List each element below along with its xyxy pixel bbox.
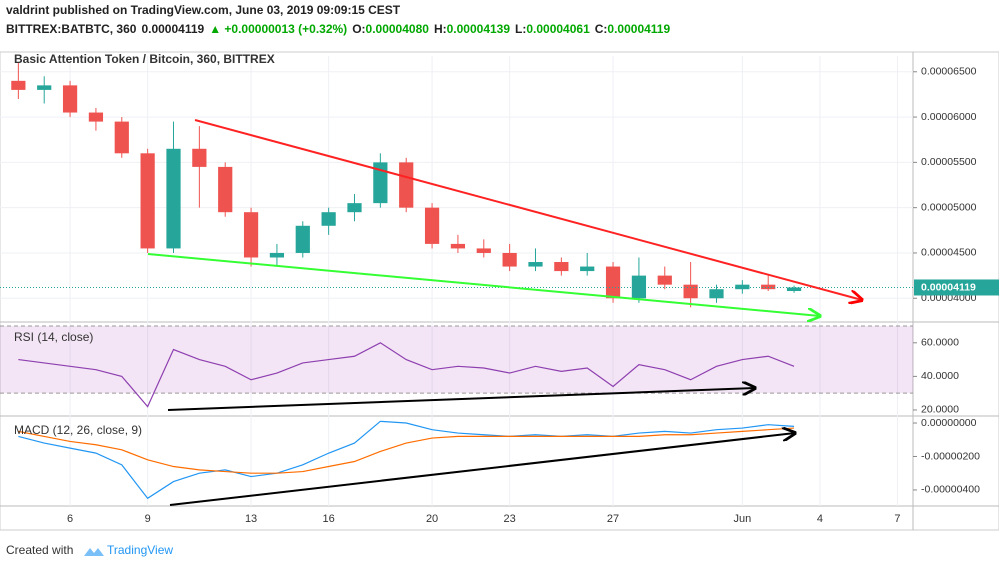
last-price-label: 0.00004119 — [921, 281, 976, 293]
y-tick-label: 0.00004500 — [921, 247, 977, 259]
candle-body — [88, 112, 104, 122]
header-text: O: — [352, 22, 365, 36]
trend-line — [147, 253, 820, 316]
candle-body — [709, 289, 724, 299]
candle-body — [424, 207, 440, 244]
candle-body — [140, 153, 155, 249]
series-line — [18, 342, 795, 408]
publisher: valdrint published on TradingView.com, J… — [6, 3, 401, 17]
series-line — [18, 420, 795, 500]
header-text: 0.00004061 — [526, 22, 590, 36]
y-tick-label: 40.0000 — [921, 370, 959, 382]
candle-body — [114, 121, 129, 154]
candle-body — [218, 166, 233, 213]
x-tick-label: 6 — [67, 513, 73, 525]
plot-frame — [0, 51, 999, 531]
candle-body — [11, 80, 26, 90]
candle-body — [37, 85, 52, 90]
candle-body — [269, 252, 285, 258]
last-price-tag — [914, 279, 999, 296]
candle-body — [761, 284, 776, 290]
y-tick-label: 20.0000 — [921, 404, 959, 416]
trend-line — [167, 388, 755, 411]
pane-title: MACD (12, 26, close, 9) — [14, 423, 142, 437]
series-line — [18, 427, 795, 474]
x-tick-label: 13 — [245, 513, 257, 525]
candle-body — [62, 85, 78, 113]
rsi-band — [0, 326, 913, 394]
header-text: 0.00004080 — [366, 22, 430, 36]
pane-title: RSI (14, close) — [14, 330, 93, 344]
candle-body — [631, 275, 647, 299]
header-text: C: — [595, 22, 608, 36]
y-tick-label: 0.00005500 — [921, 156, 977, 168]
plot — [0, 56, 913, 506]
candle-body — [399, 162, 414, 208]
x-tick-label: Jun — [733, 513, 751, 525]
y-tick-label: 0.00000000 — [921, 417, 977, 429]
y-tick-label: -0.00000400 — [921, 484, 980, 496]
pane-title: Basic Attention Token / Bitcoin, 360, BI… — [14, 52, 275, 66]
y-tick-label: -0.00000200 — [921, 450, 980, 462]
candle-body — [192, 148, 207, 167]
candle-body — [528, 262, 543, 267]
footer-text: Created with — [6, 543, 73, 557]
candle-body — [450, 243, 466, 249]
x-tick-label: 23 — [504, 513, 516, 525]
header-text: 0.00004119 — [607, 22, 670, 36]
footer-brand: TradingView — [107, 543, 173, 557]
candle-body — [683, 284, 698, 299]
header-text: 0.00004139 — [447, 22, 511, 36]
x-tick-label: 27 — [607, 513, 619, 525]
logo — [84, 548, 104, 556]
candle-body — [605, 266, 621, 299]
candle-body — [502, 252, 517, 267]
y-tick-label: 0.00006500 — [921, 66, 977, 78]
candle-body — [166, 148, 181, 249]
candle-body — [373, 162, 388, 204]
candle-body — [735, 284, 750, 290]
header-text: ▲ +0.00000013 (+0.32%) — [209, 22, 347, 36]
candle-body — [580, 266, 595, 272]
header-text: L: — [515, 22, 526, 36]
header-text: H: — [434, 22, 447, 36]
candle-body — [476, 248, 491, 253]
x-tick-label: 4 — [817, 513, 823, 525]
trend-line — [194, 119, 862, 300]
trend-line — [169, 433, 795, 506]
x-tick-label: 7 — [894, 513, 900, 525]
candle-body — [347, 203, 362, 213]
y-tick-label: 60.0000 — [921, 337, 959, 349]
candle-body — [786, 287, 802, 292]
x-tick-label: 20 — [426, 513, 438, 525]
candle-body — [321, 212, 336, 226]
candle-body — [243, 212, 259, 258]
x-tick-label: 9 — [145, 513, 151, 525]
header-text: BITTREX:BATBTC, 360 — [6, 22, 137, 36]
candle-body — [554, 262, 569, 272]
x-tick-label: 16 — [323, 513, 335, 525]
header-text: 0.00004119 — [141, 22, 204, 36]
y-tick-label: 0.00006000 — [921, 111, 977, 123]
symbol-bar: BITTREX:BATBTC, 360 0.00004119 ▲ +0.000000… — [6, 22, 670, 36]
candle-body — [295, 225, 310, 253]
candle-body — [657, 275, 672, 285]
y-tick-label: 0.00005000 — [921, 201, 977, 213]
